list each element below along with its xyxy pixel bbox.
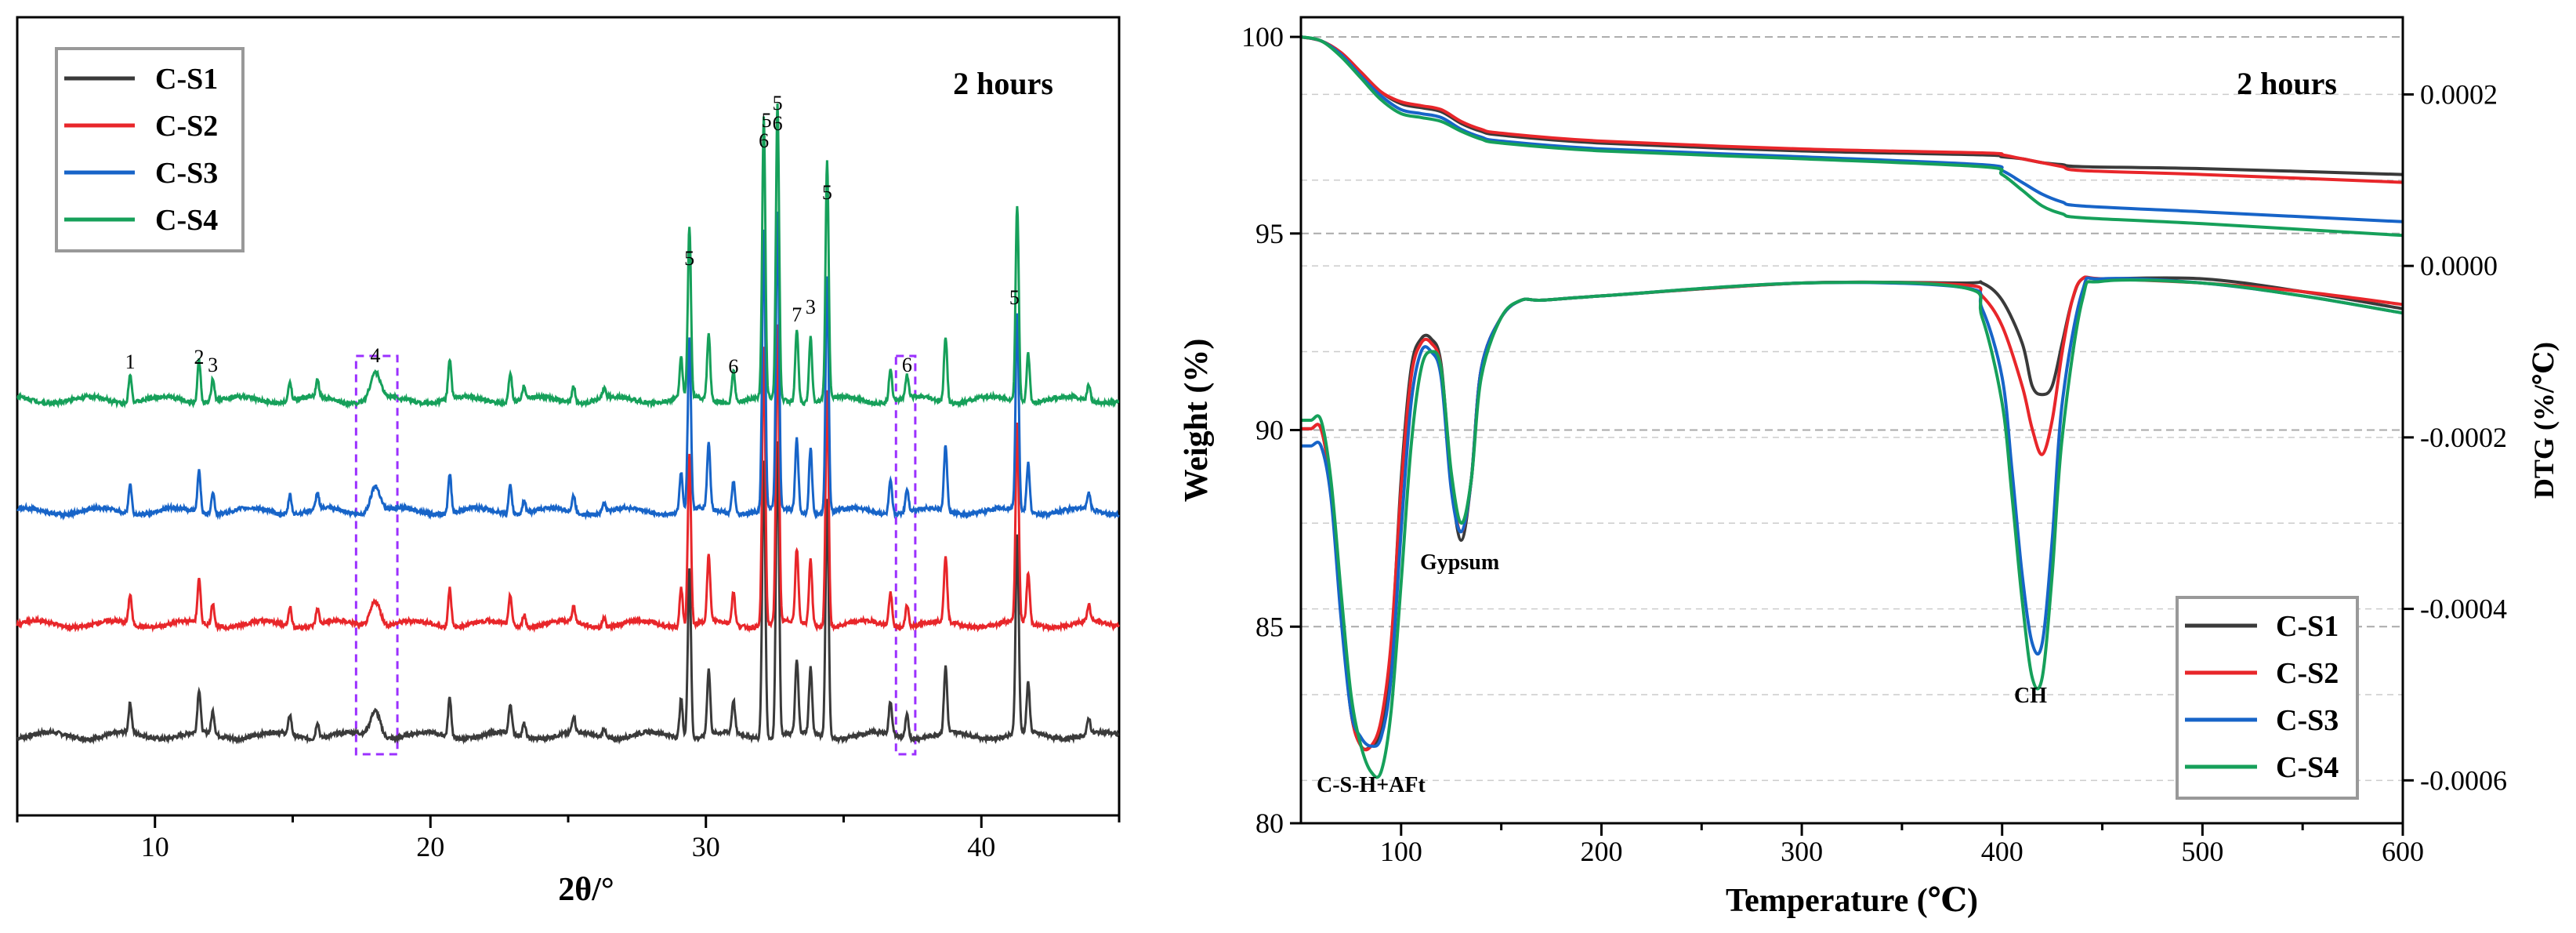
xrd-peak-label: 7: [792, 303, 802, 326]
tga-y2-tick-label: -0.0002: [2420, 422, 2507, 453]
xrd-x-axis: 10 20 30 40: [16, 815, 1121, 862]
xrd-legend-label-cs3: C-S3: [155, 157, 218, 190]
tga-y-axis-title: Weight (%): [1179, 339, 1215, 503]
xrd-peak-label: 6: [902, 354, 912, 376]
xrd-series-c-s1: [16, 441, 1120, 745]
tga-y2-axis-title: DTG (%/℃): [2528, 342, 2560, 499]
tg-series-c-s3: [1300, 35, 2404, 223]
tga-series-group: [1300, 35, 2404, 779]
tga-x-axis-title: Temperature (℃): [1726, 883, 1978, 919]
xrd-peak-label: 2: [194, 346, 204, 368]
xrd-peak-label: 3: [806, 296, 816, 318]
xrd-x-tick-label: 40: [967, 831, 995, 862]
tga-annotation-csh-aft: C-S-H+AFt: [1317, 773, 1426, 797]
tga-x-tick-label: 500: [2181, 836, 2223, 867]
tg-series-c-s4: [1300, 35, 2404, 238]
tga-y-tick-label: 95: [1255, 218, 1284, 249]
tga-legend-label-cs3: C-S3: [2276, 704, 2339, 737]
xrd-series-c-s2: [16, 324, 1120, 633]
xrd-legend: C-S1 C-S2 C-S3 C-S4: [55, 47, 245, 252]
xrd-peak-label: 6: [728, 355, 738, 378]
xrd-peak-label: 3: [208, 354, 218, 376]
xrd-x-axis-title: 2θ/°: [558, 872, 614, 908]
xrd-peak-label: 4: [370, 344, 380, 367]
xrd-peak-label: 5: [773, 92, 783, 114]
tga-x-tick-label: 100: [1380, 836, 1422, 867]
xrd-peak-label: 5: [822, 181, 832, 204]
xrd-x-tick-label: 30: [692, 831, 720, 862]
tga-legend-label-cs2: C-S2: [2276, 657, 2339, 690]
tga-y2-tick-label: 0.0002: [2420, 78, 2498, 110]
tga-annotation-ch: CH: [2014, 684, 2047, 708]
tga-legend-label-cs1: C-S1: [2276, 610, 2339, 643]
xrd-peak-label: 6: [773, 112, 783, 135]
tga-y-tick-label: 100: [1241, 21, 1284, 53]
xrd-legend-frame: [55, 47, 245, 252]
tga-x-tick-label: 600: [2382, 836, 2424, 867]
tga-y2-axis: 0.0002 0.0000 -0.0002 -0.0004 -0.0006: [2403, 78, 2507, 796]
tga-y-tick-label: 90: [1255, 415, 1284, 446]
tga-y2-tick-label: -0.0004: [2420, 594, 2507, 625]
tga-annotation-gypsum: Gypsum: [1420, 550, 1499, 575]
tga-y2-tick-label: 0.0000: [2420, 250, 2498, 281]
tga-y-tick-label: 80: [1255, 808, 1284, 839]
tga-legend: C-S1 C-S2 C-S3 C-S4: [2176, 596, 2359, 800]
tga-y2-tick-label: -0.0006: [2420, 764, 2507, 796]
tga-legend-frame: [2176, 596, 2359, 800]
tga-legend-label-cs4: C-S4: [2276, 751, 2339, 784]
dtg-series-c-s4: [1301, 278, 2404, 779]
tga-x-axis: 100 200 300 400 500 600: [1380, 823, 2424, 867]
xrd-peak-label: 1: [125, 350, 136, 373]
xrd-legend-label-cs2: C-S2: [155, 110, 218, 143]
tga-x-tick-label: 300: [1781, 836, 1823, 867]
xrd-legend-label-cs1: C-S1: [155, 63, 218, 96]
xrd-x-tick-label: 20: [416, 831, 444, 862]
xrd-series-c-s4: [16, 103, 1120, 409]
xrd-peak-label: 6: [759, 129, 769, 152]
xrd-peak-label: 5: [684, 247, 694, 270]
tga-y-axis: 80 85 90 95 100: [1241, 21, 1301, 839]
tga-x-tick-label: 200: [1580, 836, 1622, 867]
tga-title: 2 hours: [2237, 66, 2337, 101]
xrd-peak-label: 5: [1009, 286, 1020, 309]
xrd-title: 2 hours: [953, 66, 1053, 101]
tga-y-tick-label: 85: [1255, 611, 1284, 642]
xrd-series-group: [16, 103, 1120, 745]
xrd-highlight-box: [354, 354, 399, 756]
xrd-legend-label-cs4: C-S4: [155, 204, 218, 237]
xrd-highlight-boxes: [354, 354, 917, 756]
xrd-highlight-box: [894, 354, 917, 756]
tg-series-c-s2: [1300, 35, 2404, 184]
xrd-peak-label: 5: [762, 109, 772, 132]
tg-series-c-s1: [1300, 35, 2404, 176]
tga-plot-frame: [1299, 16, 2404, 825]
xrd-x-tick-label: 10: [141, 831, 169, 862]
xrd-series-c-s3: [16, 211, 1120, 521]
tga-x-tick-label: 400: [1981, 836, 2023, 867]
